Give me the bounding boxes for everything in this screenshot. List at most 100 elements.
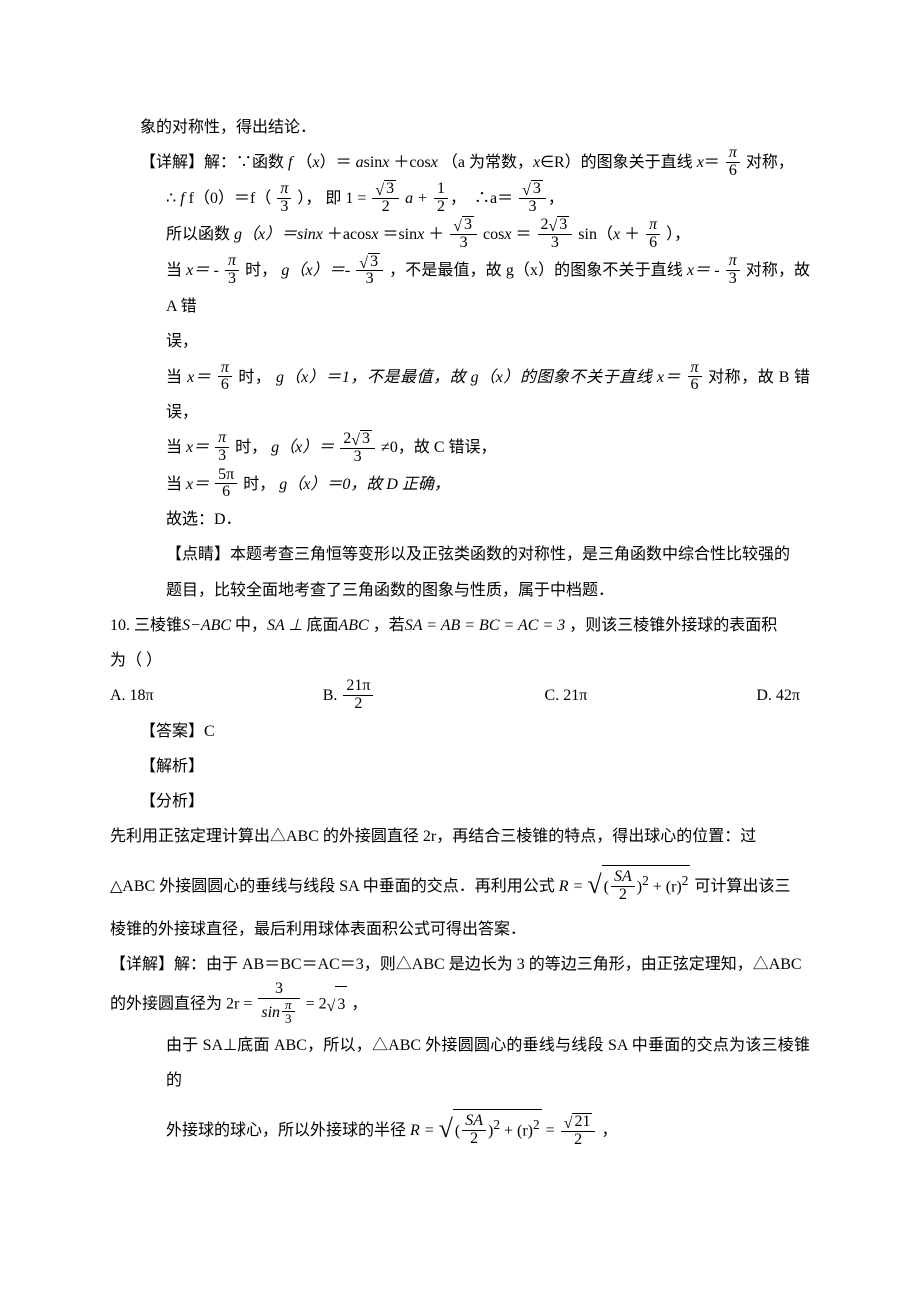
text: ，不是最值，故 g（x）的图象不关于直线 (389, 262, 687, 279)
num: π (225, 253, 239, 270)
text: g（x）＝1，不是最值，故 g（x）的图象不关于直线 (276, 369, 657, 386)
v: 3 (368, 253, 380, 271)
para: 当 x＝ - π3 时， g（x）＝- √3 3 ，不是最值，故 g（x）的图象… (110, 253, 810, 324)
den: 2 (561, 1131, 596, 1149)
text: 时， (243, 476, 275, 493)
text: ）， (666, 226, 690, 243)
text: ＋acos (327, 226, 371, 243)
v: 3 (557, 216, 569, 234)
var: x (697, 154, 704, 171)
fraction: √3 3 (356, 253, 383, 289)
q10-stem: 10. 三棱锥S−ABC 中，SA ⊥ 底面ABC ，若SA = AB = BC… (110, 608, 810, 643)
fenxi: 【分析】 (110, 784, 810, 819)
num: 1 (434, 181, 448, 198)
text: x＝ (187, 369, 211, 386)
sqrt: √(SA2)2 + (r)2 (587, 854, 690, 911)
fraction: π3 (215, 430, 229, 465)
exp: 2 (642, 873, 649, 888)
fraction: π6 (726, 145, 740, 180)
para: 由于 SA⊥底面 ABC，所以，△ABC 外接圆圆心的垂线与线段 SA 中垂面的… (110, 1028, 810, 1098)
den: 6 (646, 234, 660, 252)
num: π (726, 145, 740, 162)
text: ＝ (704, 154, 720, 171)
den: 3 (538, 234, 573, 252)
text: g（x）＝0，故 D 正确， (279, 476, 450, 493)
text: 当 (166, 262, 186, 279)
fraction: √3 3 (519, 180, 546, 216)
text: 时， (245, 262, 277, 279)
text: ≠0，故 C 错误， (381, 439, 496, 456)
num: π (282, 998, 295, 1012)
den: 3 (519, 198, 546, 216)
exp: 2 (533, 1117, 540, 1132)
para: 的外接圆直径为 2r = 3 sinπ3 = 2√3 ， (110, 982, 810, 1028)
var: x (504, 226, 511, 243)
den: 3 (215, 447, 229, 465)
text: ∴ (166, 190, 176, 207)
num: π (218, 360, 232, 377)
text: 所以函数 (166, 226, 234, 243)
fraction: 5π6 (215, 467, 237, 502)
text: cos (483, 226, 504, 243)
text: 当 (166, 369, 187, 386)
para: 【点睛】本题考查三角恒等变形以及正弦类函数的对称性，是三角函数中综合性比较强的 (110, 537, 810, 572)
den: 2 (434, 198, 448, 216)
text: x＝ (186, 439, 209, 456)
fraction: √3 2 (372, 180, 399, 216)
text: + (r) (649, 878, 682, 895)
math: R = (410, 1122, 435, 1139)
fraction: π3 (726, 253, 740, 288)
text: ∈R）的图象关于直线 (540, 154, 697, 171)
text: 1 = (345, 190, 366, 207)
text: 误， (166, 333, 198, 350)
text: 故选：D． (166, 511, 242, 528)
var: a (356, 154, 364, 171)
den: 6 (218, 376, 232, 394)
den: 6 (726, 162, 740, 180)
math: S−ABC (182, 617, 231, 634)
text: sin (364, 154, 383, 171)
option-b: B. 21π2 (323, 678, 376, 714)
text: 【答案】C (140, 723, 215, 740)
var: x (533, 154, 540, 171)
num: SA (462, 1113, 486, 1130)
q10-stem2: 为（ ） (110, 643, 810, 678)
v: 3 (384, 180, 396, 198)
radicand: (SA2)2 + (r)2 (453, 1109, 542, 1149)
para: 先利用正弦定理计算出△ABC 的外接圆直径 2r，再结合三棱锥的特点，得出球心的… (110, 819, 810, 854)
text: = (546, 1122, 555, 1139)
var: x (316, 226, 323, 243)
para: 题目，比较全面地考查了三角函数的图象与性质，属于中档题． (110, 573, 810, 608)
text: 底面 (306, 617, 338, 634)
num: SA (611, 869, 635, 886)
text: ＝sin (382, 226, 417, 243)
q10-options: A. 18π B. 21π2 C. 21π D. 42π (110, 678, 810, 714)
text: ∴a＝ (474, 190, 513, 207)
math: SA ⊥ (267, 617, 302, 634)
num: 5π (215, 467, 237, 484)
den: 3 (277, 198, 291, 216)
text: ，则该三棱锥外接球的表面积 (569, 617, 777, 634)
text: 可计算出该三 (694, 878, 790, 895)
text: 题目，比较全面地考查了三角函数的图象与性质，属于中档题． (166, 582, 614, 599)
text: x＝ - (687, 262, 720, 279)
text: 【分析】 (140, 793, 204, 810)
text: 10. 三棱锥 (110, 617, 182, 634)
math: 2r = (226, 996, 252, 1013)
num: π (277, 181, 291, 198)
num: 2√3 (340, 430, 375, 448)
sqrt: √(SA2)2 + (r)2 (439, 1098, 542, 1155)
fraction: 3 sinπ3 (258, 981, 299, 1027)
den: 2 (611, 886, 635, 904)
v: 3 (462, 216, 474, 234)
text: x＝ (186, 476, 209, 493)
fraction: 2√3 3 (538, 216, 573, 252)
text: + (r) (500, 1122, 533, 1139)
den: sinπ3 (258, 998, 299, 1027)
text: B. (323, 687, 342, 704)
text: 先利用正弦定理计算出△ABC 的外接圆直径 2r，再结合三棱锥的特点，得出球心的… (110, 828, 756, 845)
num: 21π (343, 678, 373, 695)
text: ＋ (428, 226, 444, 243)
num: √3 (356, 253, 383, 271)
num: 3 (258, 981, 299, 998)
